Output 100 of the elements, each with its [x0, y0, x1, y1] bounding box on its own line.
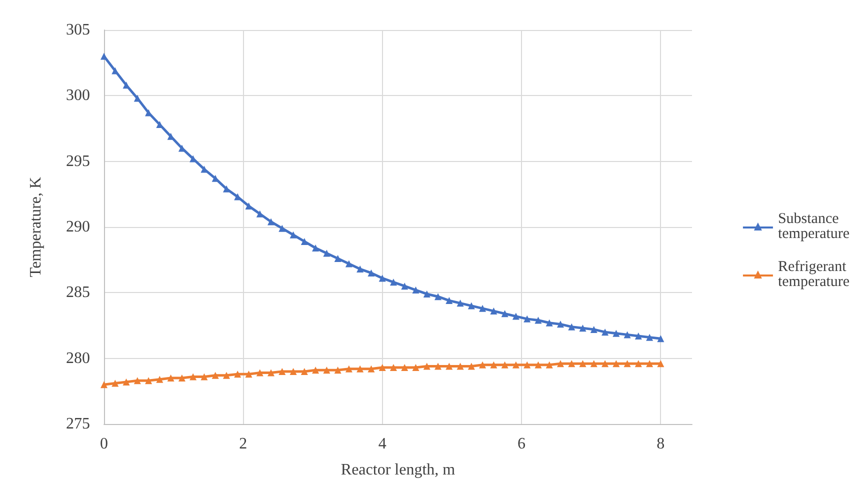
point — [256, 210, 264, 218]
point — [534, 316, 542, 324]
point — [423, 362, 430, 370]
point — [167, 374, 174, 382]
point — [501, 310, 508, 318]
point — [590, 326, 598, 333]
point — [345, 260, 352, 268]
point — [368, 269, 375, 276]
x-tick-label: 2 — [239, 436, 248, 452]
point — [579, 324, 586, 332]
y-tick-label: 290 — [66, 218, 90, 236]
point — [479, 361, 486, 368]
point — [602, 328, 609, 336]
point — [134, 94, 141, 102]
y-tick-label: 280 — [66, 350, 90, 367]
point — [512, 361, 520, 368]
point — [456, 300, 464, 307]
point — [312, 244, 320, 252]
point — [468, 302, 475, 310]
point — [590, 360, 598, 368]
point — [222, 372, 230, 379]
point — [145, 377, 152, 384]
point — [568, 323, 576, 330]
point — [634, 332, 642, 340]
point — [456, 362, 464, 370]
point — [657, 335, 664, 342]
point — [624, 331, 631, 338]
point — [256, 369, 264, 376]
point — [178, 374, 186, 382]
point — [568, 360, 576, 368]
y-tick-label: 305 — [66, 22, 90, 38]
point — [200, 166, 208, 173]
x-axis-title: Reactor length, m — [340, 462, 456, 478]
point — [323, 250, 330, 257]
x-tick-label: 0 — [100, 436, 108, 452]
legend-label: Substance temperature — [778, 211, 850, 242]
point — [446, 297, 453, 304]
point — [290, 231, 297, 238]
point — [212, 372, 219, 379]
point — [356, 365, 364, 372]
point — [368, 365, 375, 372]
point — [268, 369, 275, 376]
point — [524, 315, 531, 322]
point — [268, 218, 275, 226]
point — [222, 185, 230, 192]
point — [122, 82, 130, 89]
point — [378, 364, 386, 372]
point — [556, 360, 564, 368]
point — [312, 366, 320, 374]
point — [245, 370, 252, 378]
point — [278, 368, 286, 375]
point — [646, 334, 654, 341]
point — [334, 366, 342, 374]
point — [434, 362, 442, 370]
point — [534, 361, 542, 368]
point — [300, 368, 308, 375]
point — [546, 361, 553, 368]
point — [556, 320, 564, 328]
point — [390, 364, 397, 372]
x-tick-label: 8 — [656, 436, 665, 452]
point — [278, 224, 286, 232]
point — [446, 362, 453, 370]
point — [490, 308, 498, 315]
point — [646, 360, 654, 368]
point — [624, 360, 631, 368]
point — [234, 370, 242, 378]
point — [612, 330, 620, 337]
point — [401, 364, 408, 372]
point — [100, 381, 108, 388]
point — [134, 377, 141, 384]
point — [412, 286, 420, 294]
point — [356, 266, 364, 273]
point — [290, 368, 297, 375]
legend-label: Refrigerant temperature — [778, 259, 850, 290]
point — [501, 361, 508, 368]
point — [200, 373, 208, 380]
point — [390, 278, 397, 286]
point — [345, 365, 352, 372]
point — [546, 319, 553, 326]
point — [512, 312, 520, 320]
y-axis-title: Temperature, K — [28, 176, 44, 278]
point — [190, 373, 197, 380]
point — [323, 366, 330, 374]
point — [300, 238, 308, 245]
x-tick-label: 6 — [518, 436, 526, 452]
point — [112, 67, 119, 74]
x-tick-label: 4 — [378, 436, 386, 452]
point — [100, 52, 108, 60]
y-tick-label: 285 — [66, 284, 90, 302]
point — [334, 255, 342, 262]
point — [468, 362, 475, 370]
point — [602, 360, 609, 368]
point — [524, 361, 531, 368]
point — [378, 274, 386, 282]
y-tick-label: 300 — [66, 87, 90, 104]
point — [579, 360, 586, 368]
y-tick-label: 275 — [66, 416, 90, 432]
point — [490, 361, 498, 368]
point — [612, 360, 620, 368]
point — [434, 293, 442, 300]
